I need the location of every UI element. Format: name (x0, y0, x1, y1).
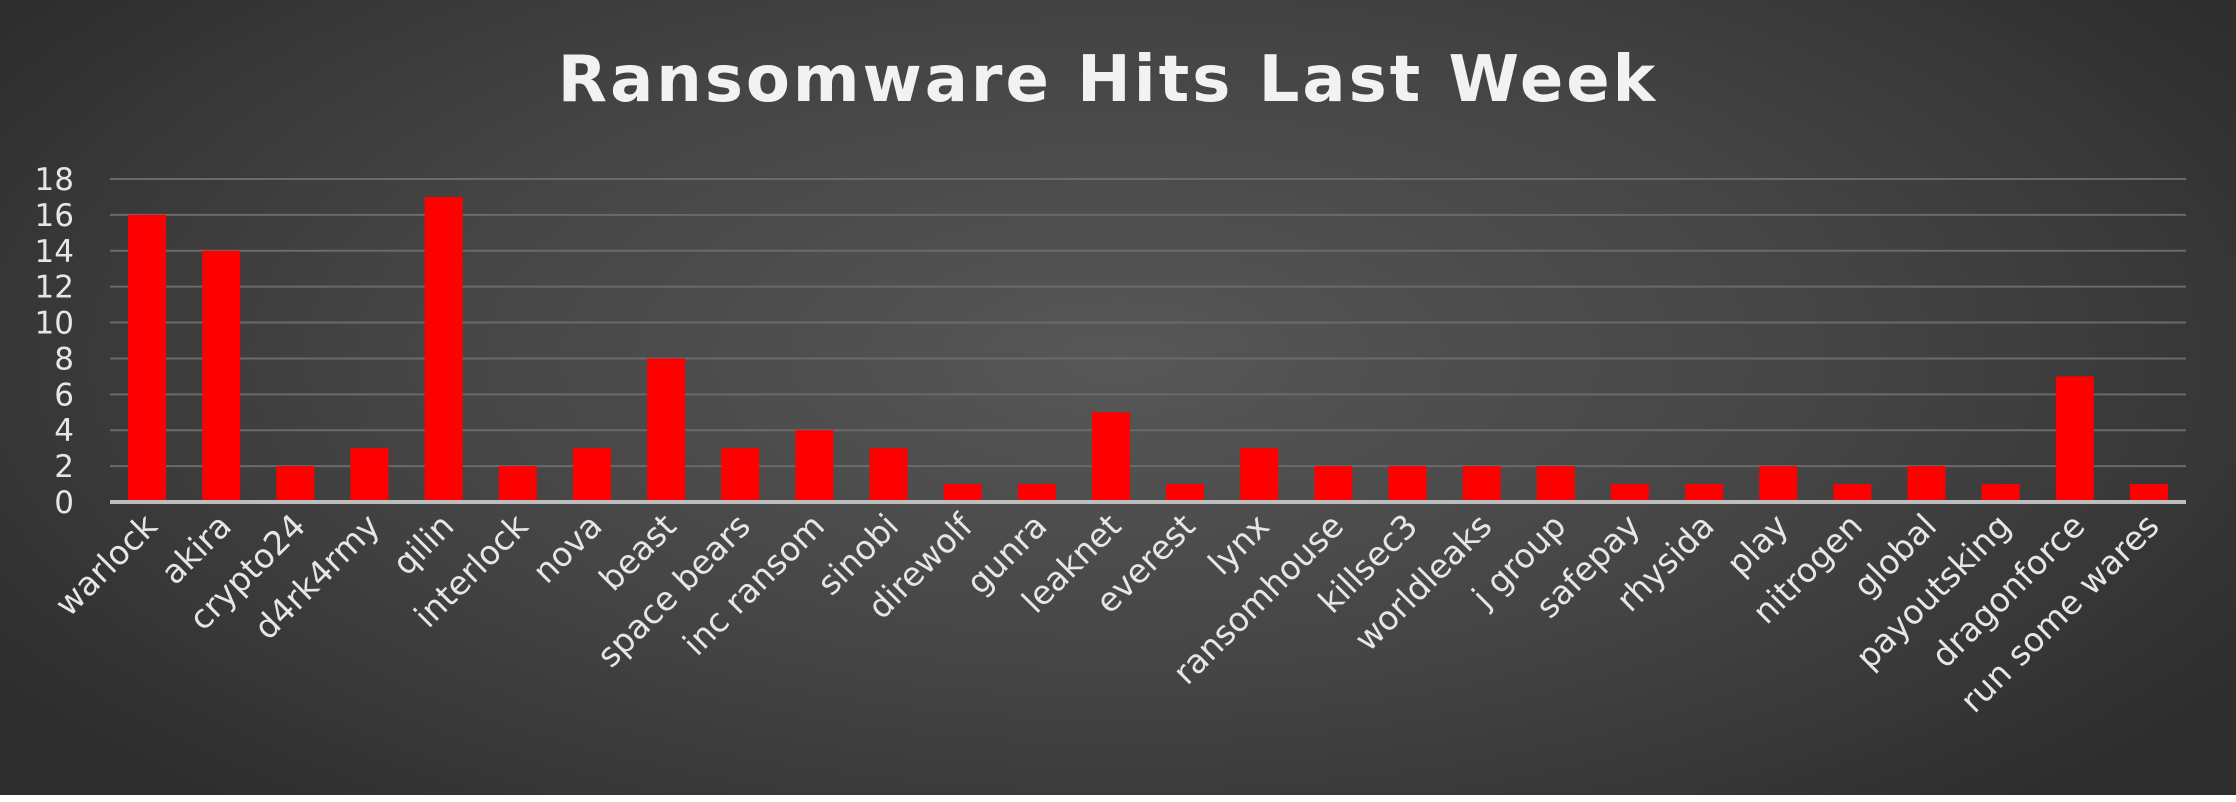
y-tick-label: 4 (54, 413, 74, 449)
y-tick-label: 12 (35, 270, 74, 306)
bar-crypto24 (276, 466, 315, 502)
bar-lynx (1240, 448, 1279, 502)
x-tick-label: warlock (47, 505, 165, 623)
bar-dragonforce (2055, 376, 2094, 502)
bar-gunra (1017, 484, 1056, 502)
bar-worldleaks (1462, 466, 1501, 502)
bar-warlock (128, 214, 167, 502)
y-tick-label: 10 (35, 306, 74, 342)
bar-direwolf (943, 484, 982, 502)
x-tick-label: nova (525, 506, 610, 591)
y-tick-label: 14 (35, 234, 74, 270)
bar-nitrogen (1833, 484, 1872, 502)
bar-rhysida (1685, 484, 1724, 502)
y-tick-label: 6 (54, 377, 74, 413)
y-tick-label: 16 (35, 198, 74, 234)
bar-beast (647, 358, 686, 502)
bar-ransomhouse (1314, 466, 1353, 502)
bars (128, 196, 2168, 502)
bar-interlock (498, 466, 537, 502)
y-tick-label: 0 (54, 485, 74, 521)
bar-everest (1166, 484, 1205, 502)
bar-global (1907, 466, 1946, 502)
bar-akira (202, 250, 241, 502)
chart-title: Ransomware Hits Last Week (558, 43, 1658, 117)
bar-nova (572, 448, 611, 502)
bar-payoutsking (1981, 484, 2020, 502)
bar-leaknet (1091, 412, 1130, 502)
x-axis-ticks: warlockakiracrypto24d4rk4rmyqilininterlo… (47, 505, 2167, 720)
y-tick-label: 8 (54, 341, 74, 377)
y-tick-label: 2 (54, 449, 74, 485)
bar-inc-ransom (795, 430, 834, 502)
bar-safepay (1610, 484, 1649, 502)
bar-space-bears (721, 448, 760, 502)
bar-sinobi (869, 448, 908, 502)
bar-d4rk4rmy (350, 448, 389, 502)
bar-play (1759, 466, 1798, 502)
y-tick-label: 18 (35, 162, 74, 198)
bar-qilin (424, 196, 463, 502)
bar-killsec3 (1388, 466, 1427, 502)
bar-j-group (1536, 466, 1575, 502)
gridlines (110, 178, 2186, 468)
bar-run-some-wares (2129, 484, 2168, 502)
